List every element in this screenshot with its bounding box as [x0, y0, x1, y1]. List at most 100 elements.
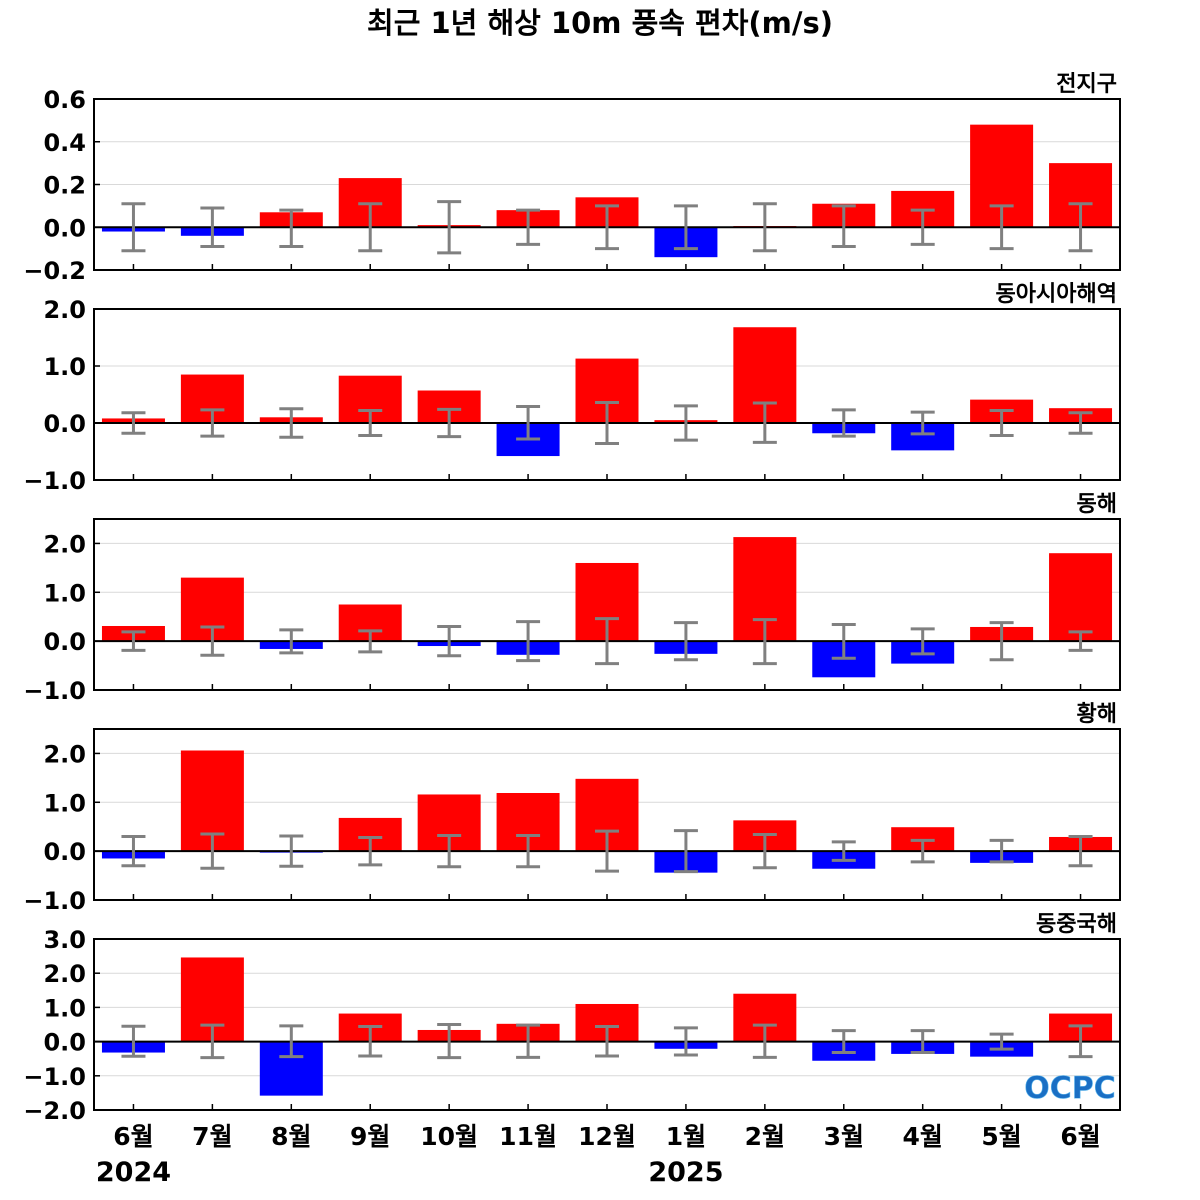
y-tick-label: 0.0	[43, 410, 86, 438]
y-tick-label: 1.0	[43, 353, 86, 381]
error-bar	[358, 629, 383, 654]
error-bar	[121, 834, 146, 868]
error-bar	[910, 410, 935, 436]
panel-5: −2.0 −1.0 0.0 1.0 2.0 3.0 동중국해	[23, 912, 1121, 1125]
error-bar	[200, 206, 225, 248]
panel-label: 전지구	[1056, 72, 1117, 97]
chart-title: 최근 1년 해상 10m 풍속 편차(m/s)	[367, 6, 833, 40]
y-tick-label: 0.2	[43, 172, 86, 200]
year-label: 2024	[96, 1157, 171, 1188]
y-tick-label: 1.0	[43, 789, 86, 817]
y-tick-label: 1.0	[43, 994, 86, 1022]
x-tick-label: 5월	[981, 1122, 1021, 1151]
error-bar	[831, 204, 856, 248]
error-bar	[595, 204, 619, 251]
error-bar	[121, 411, 146, 435]
x-tick-label: 7월	[192, 1122, 232, 1151]
y-tick-label: −1.0	[23, 677, 86, 705]
y-tick-label: 0.0	[43, 628, 86, 656]
y-tick-label: 3.0	[43, 926, 86, 954]
error-bar	[989, 204, 1014, 251]
x-tick-label: 11월	[499, 1122, 557, 1151]
error-bar	[595, 617, 619, 666]
error-bar	[673, 829, 698, 874]
error-bar	[910, 627, 935, 656]
bar	[1049, 553, 1113, 642]
year-label: 2025	[648, 1157, 723, 1188]
error-bar	[831, 408, 856, 438]
y-tick-label: 0.0	[43, 838, 86, 866]
error-bar	[516, 1023, 541, 1059]
panels-group: −0.20.00.20.40.6전지구−1.00.01.02.0동아시아해역−1…	[23, 72, 1121, 1125]
error-bar	[910, 1029, 935, 1055]
y-tick-label: 2.0	[43, 530, 86, 558]
x-tick-label: 4월	[902, 1122, 942, 1151]
error-bar	[279, 407, 304, 439]
y-tick-label: 0.4	[43, 129, 86, 157]
error-bar	[910, 838, 935, 864]
x-tick-label: 9월	[350, 1122, 390, 1151]
error-bar	[989, 408, 1014, 438]
error-bar	[989, 838, 1014, 864]
panel-1: −0.2 0.0 0.2 0.4 0.6 전지구	[23, 72, 1121, 285]
error-bar	[437, 407, 462, 439]
error-bar	[1068, 202, 1093, 253]
error-bar	[358, 408, 383, 438]
x-tick-label: 1월	[666, 1122, 706, 1151]
y-tick-label: −2.0	[23, 1097, 86, 1125]
error-bar	[673, 204, 698, 251]
panel-label: 동중국해	[1036, 912, 1117, 937]
y-tick-label: −1.0	[23, 1063, 86, 1091]
error-bar	[831, 623, 856, 660]
error-bar	[437, 624, 462, 658]
error-bar	[989, 621, 1014, 662]
error-bar	[831, 1029, 856, 1055]
error-bar	[121, 202, 146, 253]
error-bar	[121, 630, 146, 652]
y-tick-label: −0.2	[23, 257, 86, 285]
y-tick-label: 2.0	[43, 960, 86, 988]
x-tick-label: 6월	[113, 1122, 153, 1151]
y-tick-label: −1.0	[23, 467, 86, 495]
error-bar	[595, 400, 619, 446]
error-bar	[279, 834, 304, 868]
error-bar	[752, 401, 777, 444]
y-tick-label: 0.0	[43, 1029, 86, 1057]
y-tick-label: −1.0	[23, 887, 86, 915]
error-bar	[1068, 1024, 1093, 1059]
y-tick-label: 0.6	[43, 86, 86, 114]
x-tick-label: 12월	[578, 1122, 636, 1151]
panel-2: −1.0 0.0 1.0 2.0 동아시아해역	[23, 282, 1121, 495]
x-tick-label: 10월	[420, 1122, 478, 1151]
error-bar	[437, 1023, 462, 1060]
error-bar	[437, 834, 462, 869]
ocpc-logo-text: OCPC	[1024, 1071, 1116, 1106]
error-bar	[516, 404, 541, 441]
error-bar	[200, 408, 225, 438]
error-bar	[437, 200, 462, 255]
error-bar	[752, 618, 777, 666]
panel-label: 동아시아해역	[996, 282, 1117, 307]
error-bar	[279, 628, 304, 655]
error-bar	[358, 202, 383, 253]
error-bar	[831, 840, 856, 862]
error-bar	[516, 620, 541, 663]
y-tick-label: 2.0	[43, 296, 86, 324]
y-tick-label: 2.0	[43, 740, 86, 768]
panel-4: −1.0 0.0 1.0 2.0 황해	[23, 702, 1121, 915]
x-tick-label: 2월	[745, 1122, 785, 1151]
panel-label: 황해	[1077, 702, 1117, 727]
error-bar	[752, 1023, 777, 1059]
x-tick-label: 8월	[271, 1122, 311, 1151]
error-bar	[595, 1025, 619, 1058]
error-bar	[752, 833, 777, 870]
error-bar	[1068, 411, 1093, 435]
error-bar	[673, 404, 698, 442]
x-axis-labels: 6월 7월 8월 9월 10월 11월 12월 1월 2월 3월 4월 5월 6월 2024 2025	[96, 1122, 1101, 1188]
error-bar	[200, 1023, 225, 1060]
y-tick-label: 1.0	[43, 579, 86, 607]
error-bar	[121, 1024, 146, 1058]
panel-3: −1.0 0.0 1.0 2.0 동해	[23, 492, 1121, 705]
error-bar	[279, 1024, 304, 1059]
